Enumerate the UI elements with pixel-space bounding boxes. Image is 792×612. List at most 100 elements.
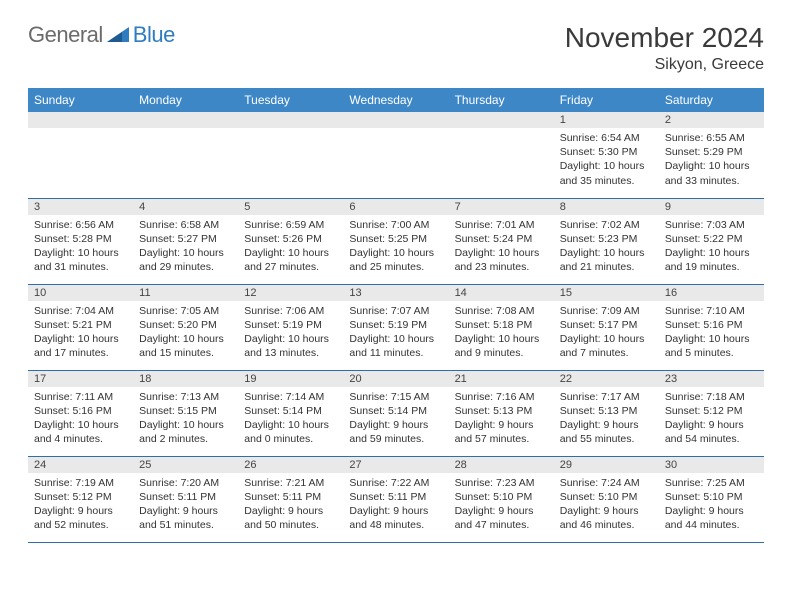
dow-header: Friday [554,88,659,112]
sunrise-text: Sunrise: 7:02 AM [560,218,653,232]
sunset-text: Sunset: 5:11 PM [244,490,337,504]
sunset-text: Sunset: 5:16 PM [34,404,127,418]
sunset-text: Sunset: 5:12 PM [34,490,127,504]
daylight-text: Daylight: 10 hours and 21 minutes. [560,246,653,274]
daylight-text: Daylight: 9 hours and 55 minutes. [560,418,653,446]
calendar-day-cell: 1Sunrise: 6:54 AMSunset: 5:30 PMDaylight… [554,112,659,198]
calendar-day-cell: 27Sunrise: 7:22 AMSunset: 5:11 PMDayligh… [343,456,448,542]
day-body: Sunrise: 7:13 AMSunset: 5:15 PMDaylight:… [133,387,238,451]
calendar-week: 17Sunrise: 7:11 AMSunset: 5:16 PMDayligh… [28,370,764,456]
logo-text-general: General [28,22,103,48]
daylight-text: Daylight: 10 hours and 31 minutes. [34,246,127,274]
daylight-text: Daylight: 9 hours and 57 minutes. [455,418,548,446]
calendar-day-cell: 7Sunrise: 7:01 AMSunset: 5:24 PMDaylight… [449,198,554,284]
sunrise-text: Sunrise: 7:19 AM [34,476,127,490]
day-body: Sunrise: 7:16 AMSunset: 5:13 PMDaylight:… [449,387,554,451]
day-body: Sunrise: 7:22 AMSunset: 5:11 PMDaylight:… [343,473,448,537]
day-number: 6 [343,199,448,215]
daylight-text: Daylight: 9 hours and 51 minutes. [139,504,232,532]
day-body: Sunrise: 7:11 AMSunset: 5:16 PMDaylight:… [28,387,133,451]
sunset-text: Sunset: 5:16 PM [665,318,758,332]
calendar-header-row: SundayMondayTuesdayWednesdayThursdayFrid… [28,88,764,112]
sunrise-text: Sunrise: 6:59 AM [244,218,337,232]
calendar-table: SundayMondayTuesdayWednesdayThursdayFrid… [28,88,764,543]
sunrise-text: Sunrise: 7:25 AM [665,476,758,490]
sunrise-text: Sunrise: 7:13 AM [139,390,232,404]
daylight-text: Daylight: 10 hours and 7 minutes. [560,332,653,360]
daylight-text: Daylight: 10 hours and 27 minutes. [244,246,337,274]
day-number-blank [133,112,238,128]
calendar-day-cell: 6Sunrise: 7:00 AMSunset: 5:25 PMDaylight… [343,198,448,284]
daylight-text: Daylight: 10 hours and 9 minutes. [455,332,548,360]
sunrise-text: Sunrise: 7:05 AM [139,304,232,318]
sunset-text: Sunset: 5:20 PM [139,318,232,332]
sunrise-text: Sunrise: 7:08 AM [455,304,548,318]
sunset-text: Sunset: 5:13 PM [560,404,653,418]
daylight-text: Daylight: 10 hours and 35 minutes. [560,159,653,187]
calendar-day-cell: 24 Sunrise: 7:19 AMSunset: 5:12 PMDayligh… [28,456,133,542]
sunset-text: Sunset: 5:17 PM [560,318,653,332]
daylight-text: Daylight: 10 hours and 11 minutes. [349,332,442,360]
calendar-week: 10Sunrise: 7:04 AMSunset: 5:21 PMDayligh… [28,284,764,370]
dow-header: Sunday [28,88,133,112]
sunset-text: Sunset: 5:10 PM [560,490,653,504]
calendar-day-cell: 17Sunrise: 7:11 AMSunset: 5:16 PMDayligh… [28,370,133,456]
calendar-day-cell [133,112,238,198]
calendar-day-cell: 16Sunrise: 7:10 AMSunset: 5:16 PMDayligh… [659,284,764,370]
day-body-blank [133,128,238,135]
sunset-text: Sunset: 5:10 PM [455,490,548,504]
day-number: 8 [554,199,659,215]
day-body: Sunrise: 7:21 AMSunset: 5:11 PMDaylight:… [238,473,343,537]
daylight-text: Daylight: 9 hours and 48 minutes. [349,504,442,532]
sunrise-text: Sunrise: 7:17 AM [560,390,653,404]
sunset-text: Sunset: 5:19 PM [244,318,337,332]
sunrise-text: Sunrise: 6:54 AM [560,131,653,145]
day-body: Sunrise: 7:17 AMSunset: 5:13 PMDaylight:… [554,387,659,451]
sunset-text: Sunset: 5:13 PM [455,404,548,418]
sunrise-text: Sunrise: 6:56 AM [34,218,127,232]
daylight-text: Daylight: 10 hours and 15 minutes. [139,332,232,360]
sunset-text: Sunset: 5:25 PM [349,232,442,246]
sunset-text: Sunset: 5:10 PM [665,490,758,504]
dow-header: Tuesday [238,88,343,112]
calendar-day-cell: 28Sunrise: 7:23 AMSunset: 5:10 PMDayligh… [449,456,554,542]
day-body-blank [238,128,343,135]
sunset-text: Sunset: 5:22 PM [665,232,758,246]
daylight-text: Daylight: 10 hours and 17 minutes. [34,332,127,360]
header: General Blue November 2024 Sikyon, Greec… [28,22,764,74]
sunset-text: Sunset: 5:14 PM [244,404,337,418]
calendar-day-cell [238,112,343,198]
daylight-text: Daylight: 9 hours and 44 minutes. [665,504,758,532]
calendar-day-cell: 29Sunrise: 7:24 AMSunset: 5:10 PMDayligh… [554,456,659,542]
day-body: Sunrise: 6:56 AMSunset: 5:28 PMDaylight:… [28,215,133,279]
day-number: 23 [659,371,764,387]
sunrise-text: Sunrise: 7:16 AM [455,390,548,404]
sunset-text: Sunset: 5:18 PM [455,318,548,332]
daylight-text: Daylight: 10 hours and 23 minutes. [455,246,548,274]
day-body: Sunrise: 7:20 AMSunset: 5:11 PMDaylight:… [133,473,238,537]
sunset-text: Sunset: 5:11 PM [349,490,442,504]
day-body: Sunrise: 7:09 AMSunset: 5:17 PMDaylight:… [554,301,659,365]
calendar-day-cell: 23Sunrise: 7:18 AMSunset: 5:12 PMDayligh… [659,370,764,456]
day-body-blank [343,128,448,135]
daylight-text: Daylight: 9 hours and 59 minutes. [349,418,442,446]
logo-mark-icon [107,24,129,47]
day-body: Sunrise: 7:18 AMSunset: 5:12 PMDaylight:… [659,387,764,451]
day-body: Sunrise: 7:14 AMSunset: 5:14 PMDaylight:… [238,387,343,451]
day-number: 28 [449,457,554,473]
sunset-text: Sunset: 5:24 PM [455,232,548,246]
day-body: Sunrise: 6:54 AMSunset: 5:30 PMDaylight:… [554,128,659,192]
calendar-day-cell: 14 Sunrise: 7:08 AMSunset: 5:18 PMDayligh… [449,284,554,370]
day-number: 30 [659,457,764,473]
day-body: Sunrise: 7:15 AMSunset: 5:14 PMDaylight:… [343,387,448,451]
day-number: 14 [449,285,554,301]
day-number: 24 [28,457,133,473]
daylight-text: Daylight: 9 hours and 52 minutes. [34,504,127,532]
sunrise-text: Sunrise: 7:20 AM [139,476,232,490]
sunrise-text: Sunrise: 7:06 AM [244,304,337,318]
daylight-text: Daylight: 10 hours and 0 minutes. [244,418,337,446]
calendar-body: 1Sunrise: 6:54 AMSunset: 5:30 PMDaylight… [28,112,764,542]
day-number-blank [28,112,133,128]
calendar-day-cell: 25Sunrise: 7:20 AMSunset: 5:11 PMDayligh… [133,456,238,542]
sunrise-text: Sunrise: 6:55 AM [665,131,758,145]
